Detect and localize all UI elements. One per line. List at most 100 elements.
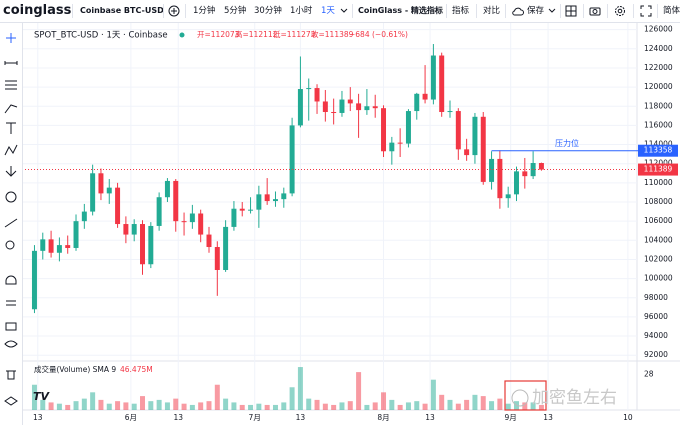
projection-tool[interactable] — [5, 166, 17, 177]
volume-bar — [198, 402, 204, 410]
logo[interactable]: coinglass — [3, 3, 72, 18]
candle-body — [81, 211, 87, 222]
button[interactable]: 保存 — [527, 6, 545, 16]
lock-tool[interactable] — [5, 322, 17, 331]
volume-bar — [90, 392, 96, 410]
last-price-box — [638, 163, 678, 176]
symbol[interactable]: Coinbase BTC-USD — [80, 6, 164, 15]
x-tick-label: 13 — [173, 413, 183, 422]
layout-icon[interactable] — [565, 5, 577, 17]
pattern-tool[interactable] — [4, 144, 18, 156]
cloud-icon[interactable] — [512, 6, 524, 16]
volume-bar — [48, 402, 54, 410]
candle-body — [439, 55, 445, 113]
candle-body — [522, 171, 528, 177]
stay-drawing-tool[interactable] — [6, 300, 16, 306]
ruler-tool[interactable] — [4, 218, 18, 228]
y-tick-label: 100000 — [644, 274, 673, 283]
volume-bar — [140, 396, 145, 410]
candle-body — [514, 171, 519, 195]
magnet-tool[interactable] — [5, 275, 17, 285]
y-tick-label: 104000 — [644, 235, 673, 244]
candle-body — [264, 194, 270, 202]
candle-body — [198, 213, 204, 235]
candle-body — [73, 221, 79, 248]
candle-body — [331, 112, 337, 114]
candle-body — [339, 99, 345, 113]
separator — [505, 4, 506, 18]
x-tick-label: 13 — [33, 413, 43, 422]
x-tick-label: 13 — [425, 413, 435, 422]
interval-button[interactable]: 1天 — [321, 6, 335, 16]
hide-tool[interactable] — [4, 340, 18, 348]
zoom-tool[interactable] — [5, 240, 15, 250]
delete-tool[interactable] — [6, 370, 16, 380]
volume-bar — [115, 401, 121, 410]
volume-bar — [206, 401, 212, 410]
candle-body — [148, 225, 154, 265]
volume-bar — [156, 399, 162, 410]
volume-bar — [181, 403, 187, 410]
candle-body — [405, 111, 411, 144]
last-price-label: 111389 — [644, 165, 673, 174]
candle-body — [347, 99, 353, 104]
x-tick-label: 9月 — [505, 413, 517, 422]
volume-bar — [455, 403, 461, 410]
candle-body — [414, 93, 420, 112]
candle-body — [223, 226, 229, 270]
resistance-box — [638, 144, 678, 157]
line-tool[interactable] — [4, 61, 18, 65]
interval-button[interactable]: 1小时 — [290, 6, 313, 16]
drawing-tools — [4, 33, 18, 406]
x-tick-label: 7月 — [249, 413, 261, 422]
candle-body — [289, 125, 295, 194]
volume-bar — [164, 402, 170, 410]
candle-body — [272, 199, 278, 202]
interval-button[interactable]: 5分钟 — [224, 6, 247, 16]
x-tick-label: 10 — [623, 413, 633, 422]
volume-bar — [239, 404, 245, 410]
y-tick-label: 116000 — [644, 120, 673, 129]
candle-body — [90, 173, 96, 212]
candle-body — [115, 187, 121, 225]
y-tick-label: 108000 — [644, 197, 673, 206]
add-symbol-icon[interactable] — [168, 5, 180, 17]
button[interactable]: 对比 — [483, 6, 501, 16]
fib-tool[interactable] — [5, 80, 17, 90]
indicator-preset[interactable]: CoinGlass - 精选指标 — [358, 6, 443, 15]
volume-bar — [256, 403, 262, 410]
volume-bar — [430, 379, 436, 410]
chevron[interactable] — [548, 8, 556, 14]
volume-bar — [98, 399, 104, 410]
volume-bar — [223, 398, 229, 410]
watermark-icon — [511, 389, 529, 407]
volume-sma: 46.475M — [120, 365, 153, 374]
separator — [560, 4, 561, 18]
emoji-tool[interactable] — [5, 191, 17, 203]
candle-body — [106, 187, 112, 194]
volume-bar — [173, 398, 179, 410]
camera-icon[interactable] — [589, 5, 601, 17]
candle-body — [422, 93, 428, 100]
layers-tool[interactable] — [4, 396, 18, 406]
volume-bar — [231, 402, 237, 410]
text-tool[interactable] — [6, 122, 16, 134]
language[interactable]: 简体 — [663, 6, 680, 16]
tv-logo: TV — [33, 390, 51, 403]
candle-body — [56, 245, 62, 253]
brush-tool[interactable] — [4, 104, 18, 114]
fullscreen-icon[interactable] — [640, 5, 652, 17]
settings-icon[interactable] — [614, 5, 626, 17]
interval-button[interactable]: 30分钟 — [254, 6, 282, 16]
volume-bar — [65, 404, 71, 410]
crosshair-tool[interactable] — [6, 33, 16, 43]
separator — [185, 4, 186, 18]
button[interactable]: 指标 — [452, 6, 470, 16]
y-tick-label: 122000 — [644, 63, 673, 72]
interval-button[interactable]: 1分钟 — [193, 6, 216, 16]
chevron[interactable] — [340, 8, 348, 14]
y-tick-label: 126000 — [644, 25, 673, 34]
candle-body — [381, 108, 387, 152]
volume-bar — [331, 404, 337, 410]
candle-body — [31, 250, 37, 310]
